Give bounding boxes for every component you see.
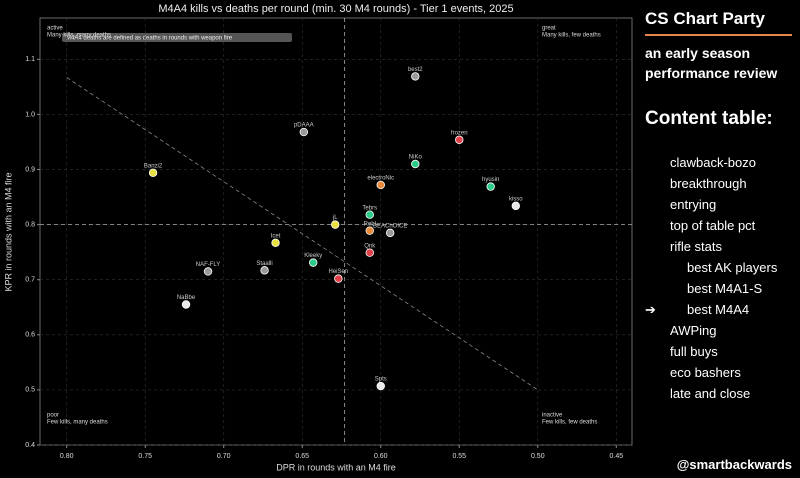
point-label: Banzi2 [144,163,163,169]
chart: M4A4 kills vs deaths per round (min. 30 … [3,3,633,472]
point-label: kisso [509,196,523,202]
corner-text: Few kills, few deaths [542,420,597,426]
point-label: electroNic [367,176,394,182]
point [411,159,420,169]
point-label: NaBbe [177,295,196,301]
y-tick-label: 0.4 [25,442,35,449]
point [365,248,374,257]
point [271,238,280,247]
point [385,228,395,238]
point-label: best2 [408,67,423,73]
corner-title: great [542,26,556,32]
handle: @smartbackwards [676,457,792,472]
point [376,381,385,391]
y-tick-label: 0.8 [25,221,35,228]
point-label: pDAAA [294,123,314,129]
toc-item: eco bashers [670,365,741,380]
note: M4A4 deaths are defined as deaths in rou… [66,36,233,42]
x-tick-label: 0.65 [295,453,309,460]
point [331,220,340,229]
point [260,266,269,275]
x-tick-label: 0.45 [609,453,623,460]
y-axis-label: KPR in rounds with an M4 fire [3,172,13,291]
toc-item: entrying [670,197,717,212]
point-label: BEAChOICE [373,223,407,229]
x-tick-label: 0.50 [531,453,545,460]
toc-item: breakthrough [670,176,747,191]
chart-title: M4A4 kills vs deaths per round (min. 30 … [158,3,513,15]
toc-title: Content table: [645,108,773,129]
x-tick-label: 0.80 [60,453,74,460]
corner-text: Few kills, many deaths [47,420,108,426]
point-label: HeiSen [329,269,349,275]
point-label: frozen [451,130,468,136]
point [365,210,374,219]
corner-title: inactive [542,413,563,419]
point [203,267,213,276]
toc-item: best AK players [687,260,778,275]
y-tick-label: 0.7 [25,277,35,284]
point [455,135,464,144]
title-underline [645,34,792,36]
note-box [62,33,292,42]
point-label: Icet [271,233,281,239]
point [299,127,309,137]
toc-item: clawback-bozo [670,155,756,170]
y-tick-label: 1.0 [25,111,35,118]
point [511,201,520,211]
plot-frame [39,17,633,446]
point-label: Staalli [256,261,272,267]
y-tick-label: 1.1 [25,56,35,63]
toc-item: full buys [670,344,718,359]
corner-title: poor [47,413,59,419]
toc-item: best M4A4 [687,302,750,317]
x-axis-label: DPR in rounds with an M4 fire [276,462,396,472]
point-label: Spts [375,377,387,383]
corner-title: active [47,26,63,32]
point-label: jL [332,215,338,221]
toc-item: AWPing [670,323,717,338]
point-label: NAF-FLY [196,262,221,268]
point [365,226,374,235]
sidebar-title: CS Chart Party [645,9,765,28]
point-label: NiKo [409,155,423,161]
current-marker: ➔ [645,302,656,317]
point-label: Rebl [364,221,376,227]
toc-item: late and close [670,386,751,401]
corner-text: Many kills, many deaths [47,33,111,39]
toc-item: best M4A1-S [687,281,763,296]
point [148,168,158,178]
sidebar-subtitle: an early season performance review [645,45,778,81]
reference-line [66,77,539,391]
point-label: Kleeky [304,253,322,259]
toc-item: rifle stats [670,239,723,254]
point [376,180,385,190]
x-tick-label: 0.75 [138,453,152,460]
y-tick-label: 0.5 [25,387,35,394]
x-tick-label: 0.70 [217,453,231,460]
point-label: hyusin [482,177,499,183]
point-label: Qnk [364,243,376,249]
toc-item: top of table pct [670,218,756,233]
point [309,258,318,267]
point [334,274,343,283]
point [181,300,191,309]
point [411,72,420,81]
corner-text: Many kills, few deaths [542,33,601,39]
point [486,182,495,191]
y-tick-label: 0.9 [25,166,35,173]
y-tick-label: 0.6 [25,332,35,339]
x-tick-label: 0.55 [452,453,466,460]
x-tick-label: 0.60 [374,453,388,460]
point-label: Tebrs [362,205,377,211]
